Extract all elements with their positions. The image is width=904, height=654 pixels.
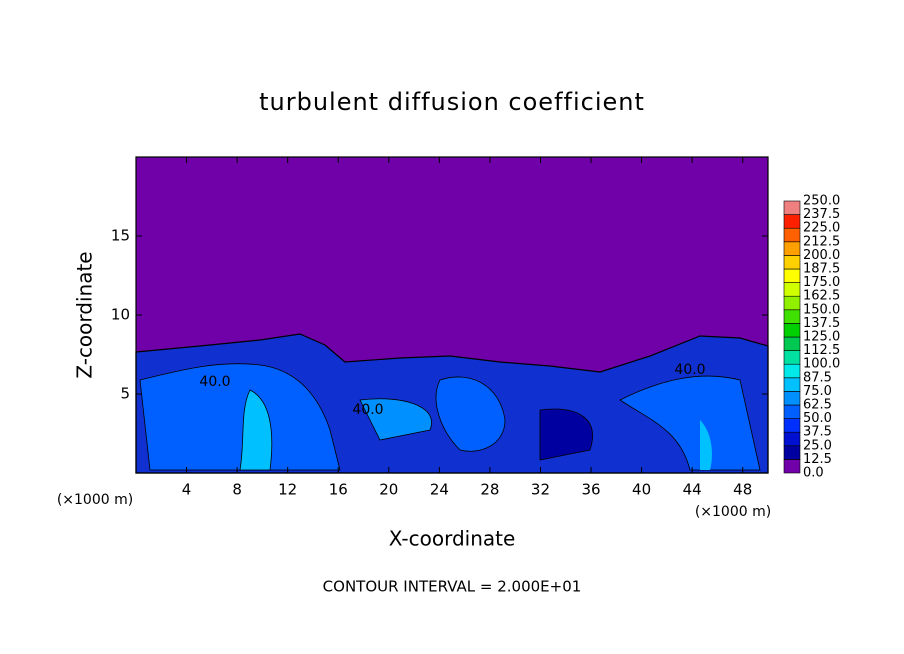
colorbar-box — [783, 214, 801, 229]
field-region — [239, 389, 273, 471]
x-tick-label: 16 — [329, 481, 348, 499]
colorbar-label: 225.0 — [803, 221, 840, 236]
colorbar-box — [783, 336, 801, 351]
colorbar-box — [783, 431, 801, 447]
colorbar-box — [783, 445, 801, 460]
colorbar-box — [783, 418, 801, 433]
colorbar-label: 112.5 — [803, 343, 840, 358]
x-tick-label: 40 — [632, 481, 651, 499]
x-tick-label: 20 — [379, 481, 398, 499]
colorbar-label: 250.0 — [803, 194, 840, 209]
colorbar-label: 175.0 — [803, 275, 840, 290]
colorbar-box — [783, 268, 801, 283]
x-tick-label: 28 — [480, 481, 499, 499]
x-tick-label: 48 — [733, 481, 752, 499]
colorbar-label: 75.0 — [803, 384, 832, 399]
field-region — [139, 363, 341, 471]
colorbar-label: 25.0 — [803, 438, 832, 453]
contour-label: 40.0 — [674, 362, 705, 378]
field-region — [359, 398, 432, 441]
colorbar-box — [783, 323, 801, 338]
x-unit: (×1000 m) — [695, 504, 771, 520]
colorbar-box — [783, 200, 801, 215]
field-region — [539, 408, 593, 461]
y-unit: (×1000 m) — [57, 492, 133, 508]
colorbar-box — [783, 295, 801, 311]
colorbar-box — [783, 363, 801, 379]
colorbar-label: 237.5 — [803, 207, 840, 222]
x-tick-label: 36 — [581, 481, 600, 499]
contour-label: 40.0 — [199, 374, 230, 390]
colorbar-label: 87.5 — [803, 370, 832, 385]
y-tick-label: 10 — [111, 306, 130, 324]
colorbar-box — [783, 404, 801, 419]
footnote: CONTOUR INTERVAL = 2.000E+01 — [323, 578, 582, 596]
colorbar-box — [783, 255, 801, 270]
colorbar-label: 162.5 — [803, 289, 840, 304]
colorbar-box — [783, 377, 801, 392]
colorbar-box — [783, 391, 801, 406]
x-tick-label: 24 — [430, 481, 449, 499]
x-tick-label: 4 — [182, 481, 192, 499]
colorbar-label: 212.5 — [803, 234, 840, 249]
colorbar-box — [783, 241, 801, 256]
y-axis-title: Z-coordinate — [73, 251, 97, 378]
field-region — [700, 420, 712, 470]
colorbar-box — [783, 350, 801, 365]
colorbar-label: 125.0 — [803, 330, 840, 345]
colorbar-label: 187.5 — [803, 262, 840, 277]
chart-title: turbulent diffusion coefficient — [259, 88, 645, 116]
colorbar-label: 12.5 — [803, 452, 832, 467]
colorbar-box — [783, 459, 801, 474]
colorbar-label: 0.0 — [803, 466, 824, 481]
x-tick-label: 12 — [278, 481, 297, 499]
field-region — [619, 375, 761, 471]
colorbar-label: 150.0 — [803, 302, 840, 317]
y-tick-label: 15 — [111, 227, 130, 245]
colorbar-label: 50.0 — [803, 411, 832, 426]
colorbar-label: 100.0 — [803, 357, 840, 372]
colorbar-label: 62.5 — [803, 398, 832, 413]
colorbar-box — [783, 282, 801, 297]
x-axis-title: X-coordinate — [389, 527, 516, 551]
colorbar-label: 200.0 — [803, 248, 840, 263]
field-region — [435, 376, 506, 452]
colorbar-box — [783, 227, 801, 243]
colorbar-label: 137.5 — [803, 316, 840, 331]
field — [135, 157, 769, 474]
x-tick-label: 44 — [683, 481, 702, 499]
colorbar-label: 37.5 — [803, 425, 832, 440]
y-tick-label: 5 — [120, 385, 130, 403]
contour-label: 40.0 — [352, 402, 383, 418]
x-tick-label: 32 — [531, 481, 550, 499]
x-tick-label: 8 — [232, 481, 242, 499]
colorbar-box — [783, 309, 801, 324]
